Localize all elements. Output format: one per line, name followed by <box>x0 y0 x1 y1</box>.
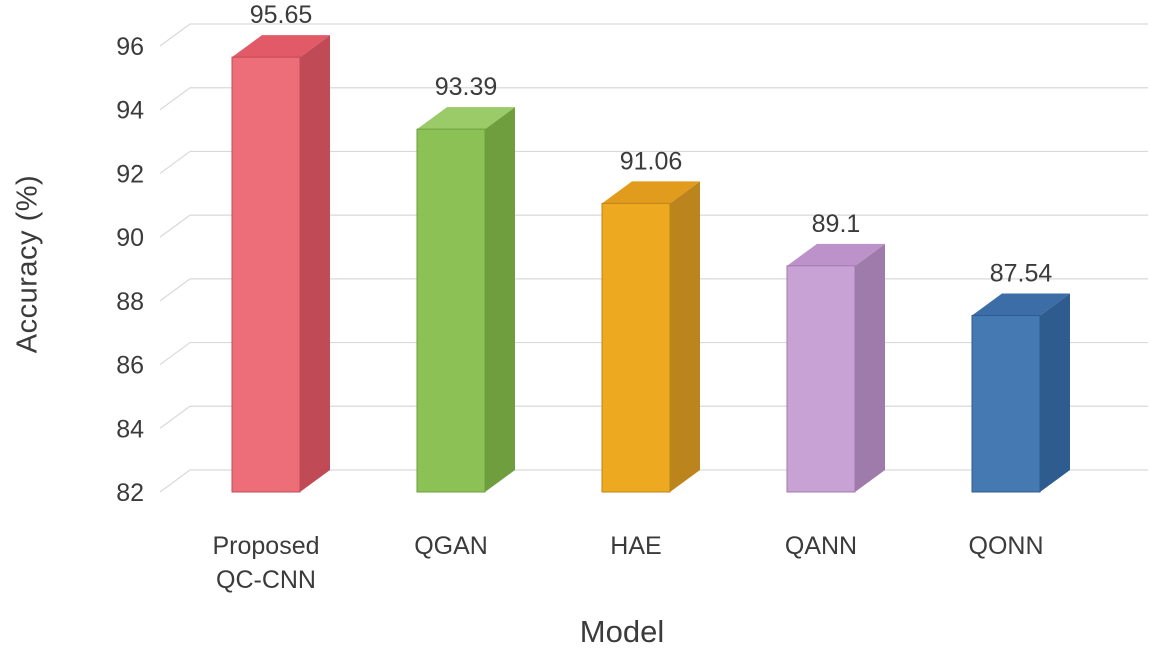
y-tick-label: 94 <box>116 97 144 125</box>
gridline-wall-diagonal <box>159 150 191 174</box>
x-category-label: HAE <box>610 532 661 560</box>
bar-0: 95.65 Proposed QC-CNN <box>212 1 330 594</box>
gridline-wall-diagonal <box>159 23 191 47</box>
y-tick-label: 86 <box>116 352 144 380</box>
bar-4: 87.54 QONN <box>969 260 1070 560</box>
y-axis-title: Accuracy (%) <box>11 174 44 354</box>
x-category-label: QC-CNN <box>216 566 316 594</box>
bar-value-label: 95.65 <box>250 1 313 29</box>
bar-front-face <box>601 202 671 493</box>
bar-2: 91.06 HAE <box>601 147 700 560</box>
bar-1: 93.39 QGAN <box>414 73 515 560</box>
y-tick-label: 84 <box>116 415 144 443</box>
x-category-label: Proposed <box>212 532 319 560</box>
bar-front-face <box>416 128 486 493</box>
bar-top-face <box>417 107 515 130</box>
bar-side-face <box>485 107 515 492</box>
y-tick-label: 88 <box>116 288 144 316</box>
gridline-wall-diagonal <box>159 469 191 493</box>
bar-side-face <box>300 35 330 493</box>
gridline-wall-diagonal <box>159 214 191 238</box>
gridline-wall-diagonal <box>159 87 191 111</box>
bar-value-label: 89.1 <box>812 210 861 238</box>
bar-side-face <box>855 243 885 492</box>
bar-value-label: 91.06 <box>620 147 683 175</box>
y-tick-label: 96 <box>116 33 144 61</box>
bar-value-label: 93.39 <box>435 73 498 101</box>
x-axis-title: Model <box>579 614 665 649</box>
bar-3: 89.1 QANN <box>785 210 885 560</box>
bar-top-face <box>787 243 885 266</box>
bar-side-face <box>670 181 700 493</box>
bar-top-face <box>232 35 330 58</box>
gridline-wall-diagonal <box>159 278 191 302</box>
bar-front-face <box>786 265 856 493</box>
x-category-label: QGAN <box>414 532 488 560</box>
y-tick-label: 90 <box>116 224 144 252</box>
gridline-wall-diagonal <box>159 405 191 429</box>
bar-front-face <box>971 315 1041 493</box>
y-tick-label: 92 <box>116 160 144 188</box>
y-tick-label: 82 <box>116 479 144 507</box>
bar-top-face <box>602 181 700 204</box>
bar-front-face <box>231 56 301 493</box>
gridline-wall-diagonal <box>159 342 191 366</box>
bar-value-label: 87.54 <box>990 260 1053 288</box>
bar-side-face <box>1040 293 1070 492</box>
x-category-label: QONN <box>969 532 1044 560</box>
x-category-label: QANN <box>785 532 857 560</box>
bar-top-face <box>972 293 1070 316</box>
